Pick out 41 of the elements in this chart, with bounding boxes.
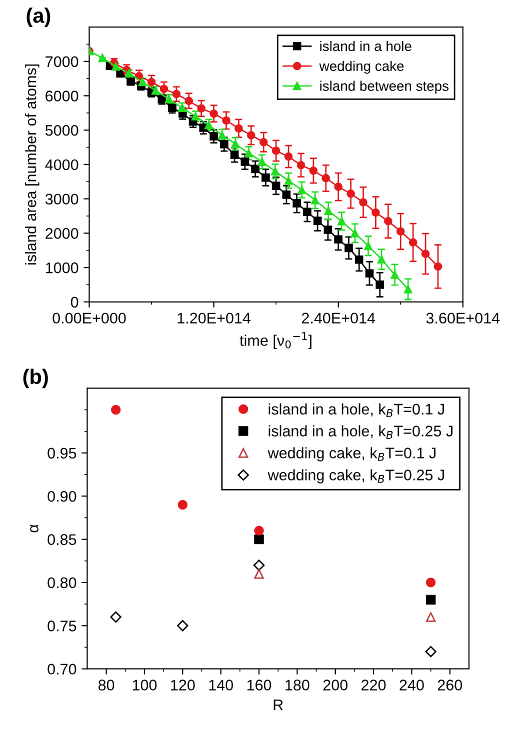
y-tick-label: 6000	[46, 90, 78, 102]
legend-label: wedding cake, k$_{B}$T=0.25 J	[268, 469, 444, 484]
y-tick-label: 5000	[45, 124, 78, 136]
x-tick-label: 80	[98, 680, 114, 691]
x-tick-label: 240	[400, 680, 424, 691]
x-tick-label: 180	[286, 680, 310, 691]
x-tick-label: 1.20E+014	[178, 312, 251, 324]
x-tick-label: 0.00E+000	[52, 312, 126, 324]
y-tick-label: 2000	[46, 228, 78, 239]
y-tick-label: 1000	[46, 262, 78, 274]
y-tick-label: 7000	[46, 56, 78, 68]
x-tick-label: 120	[171, 680, 195, 691]
y-tick-label: 4000	[45, 159, 78, 170]
x-tick-label: 3.60E+014	[426, 312, 500, 324]
x-axis-title: time [ν$_{0}$$^{−1}$]	[240, 332, 312, 349]
legend-label: wedding cake, k$_{B}$T=0.1 J	[268, 447, 436, 462]
x-tick-label: 260	[438, 680, 462, 691]
x-tick-label: 100	[132, 680, 157, 691]
y-axis-title: α	[30, 524, 38, 532]
chart-title: (a)	[26, 8, 50, 28]
x-tick-label: 140	[209, 680, 233, 691]
y-tick-label: 0	[70, 296, 78, 308]
x-tick-label: 220	[362, 680, 386, 691]
x-tick-label: 200	[323, 680, 348, 691]
x-tick-label: 2.40E+014	[302, 312, 376, 324]
chart-title: (b)	[23, 368, 48, 388]
x-axis-title: R	[274, 700, 283, 710]
y-tick-label: 0.80	[48, 577, 76, 588]
y-tick-label: 0.95	[48, 448, 76, 459]
legend-label: island in a hole	[320, 40, 412, 52]
legend-label: island in a hole, k$_{B}$T=0.25 J	[268, 425, 452, 439]
y-tick-label: 3000	[45, 194, 78, 205]
y-axis-title: island area [number of atoms]	[25, 64, 40, 264]
legend-label: island in a hole, k$_{B}$T=0.1 J	[268, 403, 444, 417]
y-tick-label: 0.85	[48, 534, 76, 545]
y-tick-label: 0.75	[48, 620, 76, 632]
y-tick-label: 0.90	[48, 490, 76, 502]
x-tick-label: 160	[247, 680, 272, 691]
legend-label: island between steps	[320, 80, 449, 94]
legend-label: wedding cake	[319, 60, 404, 74]
y-tick-label: 0.70	[48, 664, 76, 675]
